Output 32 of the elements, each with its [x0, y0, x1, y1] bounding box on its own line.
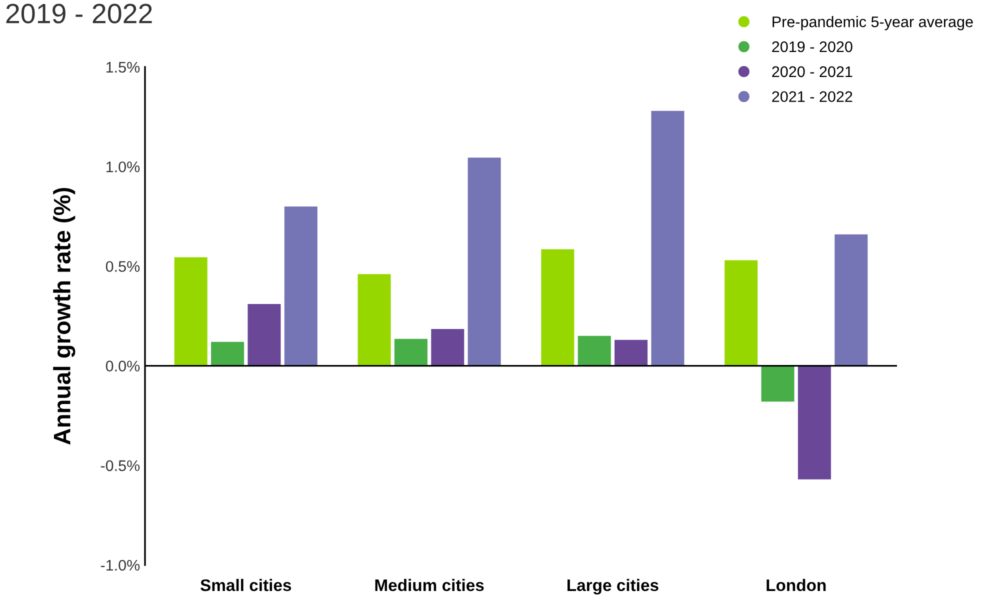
- bar: [578, 336, 611, 366]
- bar: [174, 257, 208, 366]
- bar: [798, 366, 831, 480]
- chart-title: 2019 - 2022: [6, 4, 152, 24]
- x-tick-label: London: [766, 578, 826, 592]
- y-tick-label: -0.5%: [100, 460, 140, 472]
- bar: [541, 249, 574, 366]
- bar: [394, 338, 428, 366]
- bar: [431, 328, 464, 366]
- y-tick-label: 0.0%: [106, 360, 140, 372]
- bar: [834, 234, 868, 366]
- bar: [468, 158, 501, 366]
- y-tick-label: 0.5%: [106, 261, 140, 272]
- x-tick-label: Large cities: [568, 578, 658, 594]
- x-tick-label: Small cities: [200, 578, 292, 592]
- bar: [211, 342, 244, 366]
- bar: [724, 260, 758, 366]
- bar: [358, 274, 391, 366]
- legend-label: 2020 - 2021: [772, 66, 852, 78]
- bar: [761, 366, 794, 402]
- legend-label: 2021 - 2022: [772, 91, 852, 102]
- y-tick-label: -1.0%: [100, 560, 140, 571]
- y-tick-label: 1.0%: [106, 161, 140, 172]
- y-tick-label: 1.5%: [106, 62, 140, 73]
- bar: [651, 110, 684, 366]
- x-tick-label: Medium cities: [375, 578, 484, 592]
- legend-label: Pre-pandemic 5-year average: [772, 16, 973, 30]
- bar: [284, 206, 318, 366]
- bar: [248, 304, 281, 366]
- legend-label: 2019 - 2020: [772, 41, 852, 52]
- y-axis-title: Annual growth rate (%): [53, 188, 76, 445]
- bar: [614, 340, 648, 366]
